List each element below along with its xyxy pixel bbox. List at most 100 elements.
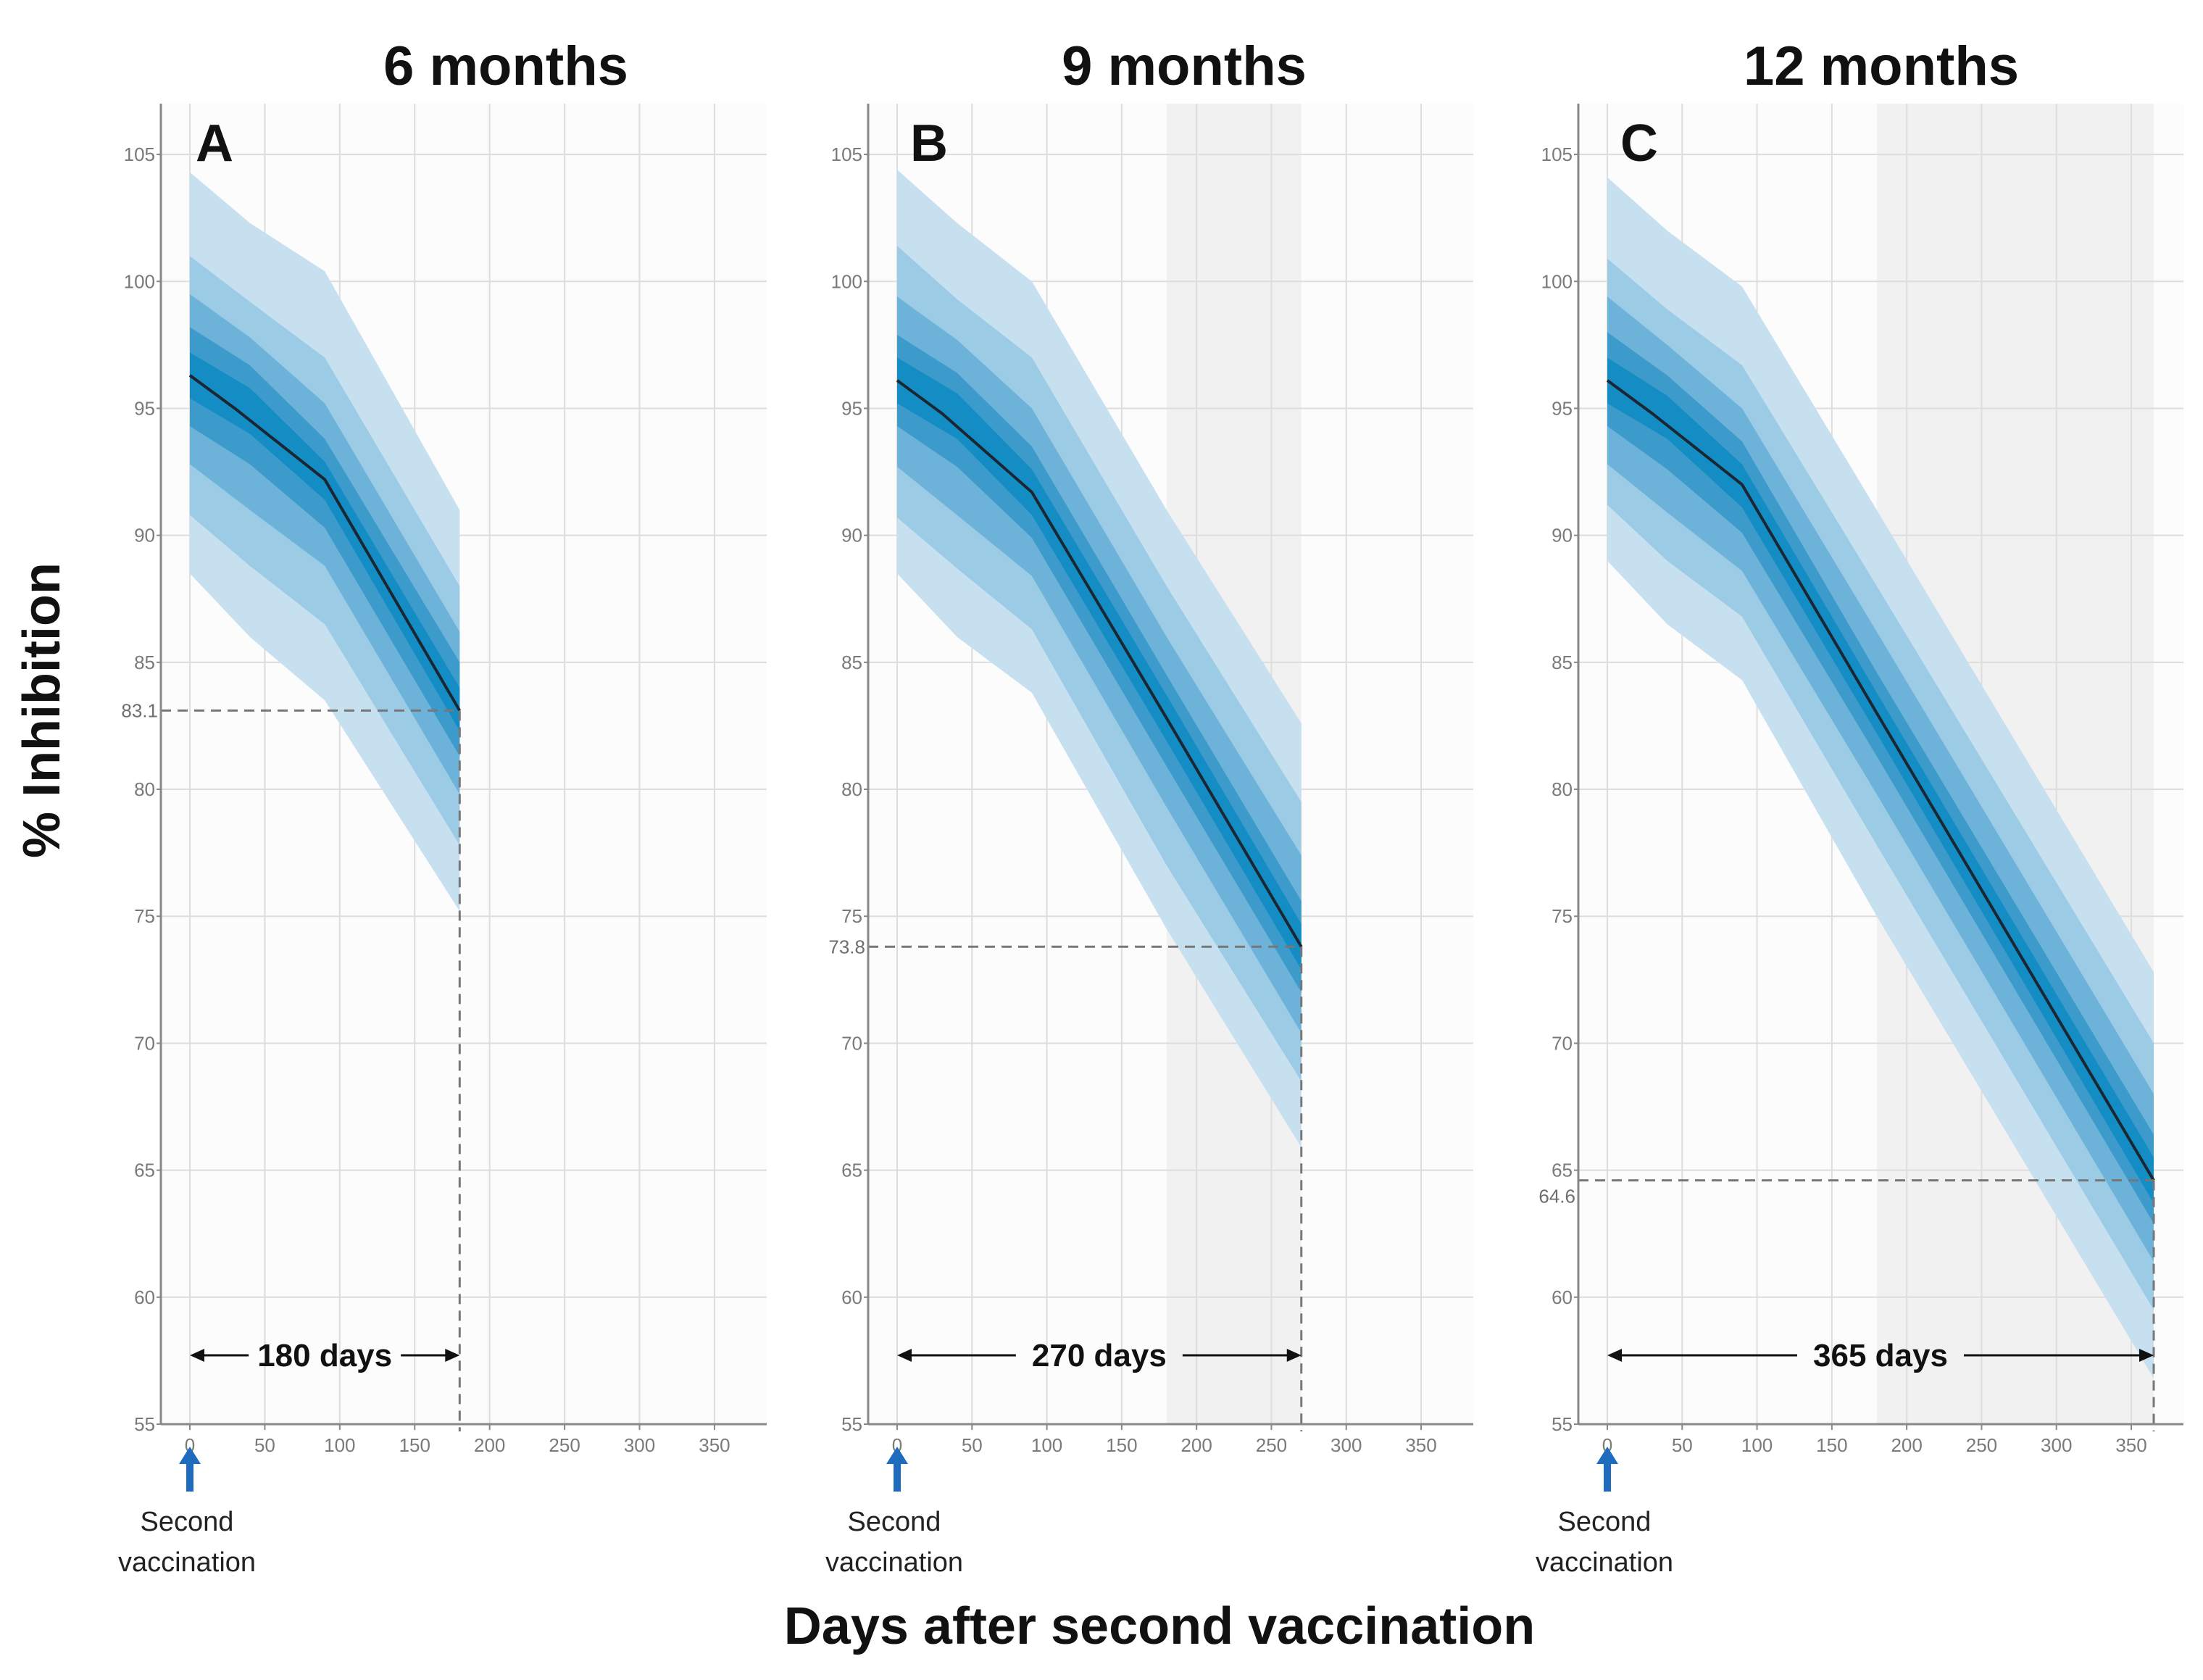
x-tick-label: 0 <box>1602 1434 1612 1456</box>
confidence-band <box>1607 296 2154 1262</box>
y-tick-label: 75 <box>134 905 155 927</box>
y-tick-label: 60 <box>1552 1286 1573 1308</box>
x-tick-label: 150 <box>1106 1434 1137 1456</box>
vaccination-marker: Second vaccination <box>825 1447 963 1578</box>
y-tick-label: 95 <box>841 397 862 419</box>
up-arrow-icon <box>1596 1447 1618 1492</box>
y-tick-label: 65 <box>841 1160 862 1181</box>
confidence-band <box>897 334 1302 993</box>
y-tick-label: 80 <box>1552 778 1573 800</box>
y-tick-label: 85 <box>134 652 155 673</box>
x-tick-label: 200 <box>1180 1434 1212 1456</box>
x-tick-label: 250 <box>549 1434 580 1456</box>
duration-label: 365 days <box>1813 1338 1948 1373</box>
x-tick-label: 50 <box>1672 1434 1693 1456</box>
x-tick-label: 0 <box>185 1434 195 1456</box>
confidence-band <box>897 357 1302 970</box>
x-tick-label: 0 <box>892 1434 902 1456</box>
vaccination-label-line2: vaccination <box>118 1547 256 1578</box>
chart-area: 55 60 65 70 75 80 85 90 95 100 105 0 50 100 150 200 250 3… <box>831 104 1473 1456</box>
up-arrow-icon <box>179 1447 201 1492</box>
arrow-shaft <box>186 1463 193 1492</box>
y-tick-label: 65 <box>1552 1160 1573 1181</box>
arrow-head <box>886 1447 908 1464</box>
vaccination-label-line1: Second <box>1558 1507 1652 1537</box>
x-tick-label: 200 <box>1891 1434 1922 1456</box>
panel-letter: C <box>1620 115 1658 172</box>
vaccination-label-line2: vaccination <box>1536 1547 1673 1578</box>
y-tick-label: 70 <box>1552 1032 1573 1054</box>
duration-arrowhead-right <box>1286 1349 1302 1362</box>
vaccination-label-line1: Second <box>848 1507 941 1537</box>
panel-title: 12 months <box>1744 36 2019 97</box>
y-tick-label: 80 <box>841 778 862 800</box>
panel-title: 6 months <box>383 36 628 97</box>
y-tick-label: 95 <box>134 397 155 419</box>
y-tick-label: 55 <box>841 1413 862 1435</box>
y-tick-label: 75 <box>1552 905 1573 927</box>
panel-letter: B <box>910 115 948 172</box>
y-tick-label: 85 <box>841 652 862 673</box>
duration-arrowhead-left <box>1607 1349 1622 1362</box>
arrow-head <box>1596 1447 1618 1464</box>
end-value-label: 83.1 <box>121 699 158 721</box>
vaccination-label-line2: vaccination <box>825 1547 963 1578</box>
x-tick-label: 350 <box>1405 1434 1436 1456</box>
vaccination-marker: Second vaccination <box>118 1447 256 1578</box>
y-tick-label: 90 <box>1552 525 1573 546</box>
arrow-head <box>179 1447 201 1464</box>
y-tick-label: 100 <box>1541 270 1573 292</box>
y-tick-label: 85 <box>1552 652 1573 673</box>
panel-letter: A <box>196 115 233 172</box>
y-tick-label: 105 <box>124 144 155 165</box>
x-tick-label: 150 <box>399 1434 430 1456</box>
x-tick-label: 50 <box>254 1434 275 1456</box>
duration-arrowhead-left <box>190 1349 204 1362</box>
x-tick-label: 350 <box>699 1434 730 1456</box>
y-tick-label: 70 <box>841 1032 862 1054</box>
x-tick-label: 100 <box>324 1434 355 1456</box>
median-line <box>188 374 462 712</box>
arrow-shaft <box>894 1463 901 1492</box>
y-tick-label: 90 <box>134 525 155 546</box>
vaccination-label-line1: Second <box>141 1507 234 1537</box>
y-tick-label: 105 <box>831 144 862 165</box>
duration-arrowhead-left <box>897 1349 912 1362</box>
x-tick-label: 350 <box>2115 1434 2146 1456</box>
x-tick-label: 150 <box>1816 1434 1847 1456</box>
y-tick-label: 80 <box>134 778 155 800</box>
y-tick-label: 55 <box>1552 1413 1573 1435</box>
chart-area: 55 60 65 70 75 80 85 90 95 100 105 0 50 100 150 200 250 3… <box>1541 104 2183 1456</box>
arrow-shaft <box>1604 1463 1611 1492</box>
y-axis-title: % Inhibition <box>13 562 71 858</box>
x-tick-label: 100 <box>1031 1434 1062 1456</box>
y-tick-label: 70 <box>134 1032 155 1054</box>
y-tick-label: 90 <box>841 525 862 546</box>
y-tick-label: 65 <box>134 1160 155 1181</box>
x-tick-label: 50 <box>962 1434 983 1456</box>
x-tick-label: 250 <box>1256 1434 1287 1456</box>
panel-a: 6 months 55 60 65 70 75 80 85 90 95 100 105 0 50 100 1… <box>118 36 767 1578</box>
x-tick-label: 300 <box>624 1434 655 1456</box>
median-line <box>896 379 1303 948</box>
y-tick-label: 95 <box>1552 397 1573 419</box>
vaccination-marker: Second vaccination <box>1536 1447 1673 1578</box>
x-tick-label: 250 <box>1966 1434 1997 1456</box>
confidence-band <box>190 352 460 731</box>
end-value-label: 64.6 <box>1538 1186 1575 1207</box>
x-tick-label: 300 <box>2041 1434 2072 1456</box>
y-tick-label: 100 <box>124 270 155 292</box>
duration-arrowhead-right <box>2139 1349 2154 1362</box>
median-line <box>1606 379 2155 1181</box>
panel-title: 9 months <box>1062 36 1307 97</box>
x-axis-title: Days after second vaccination <box>784 1597 1535 1655</box>
y-tick-label: 55 <box>134 1413 155 1435</box>
x-tick-label: 200 <box>474 1434 505 1456</box>
end-value-label: 73.8 <box>828 936 865 957</box>
x-tick-label: 100 <box>1741 1434 1773 1456</box>
duration-label: 270 days <box>1032 1338 1167 1373</box>
y-tick-label: 100 <box>831 270 862 292</box>
panel-b: 9 months 55 60 65 70 75 80 85 90 95 100 105 0 50 100 1… <box>825 36 1473 1578</box>
chart-area: 55 60 65 70 75 80 85 90 95 100 105 0 50 100 150 200 250 3… <box>124 104 767 1456</box>
